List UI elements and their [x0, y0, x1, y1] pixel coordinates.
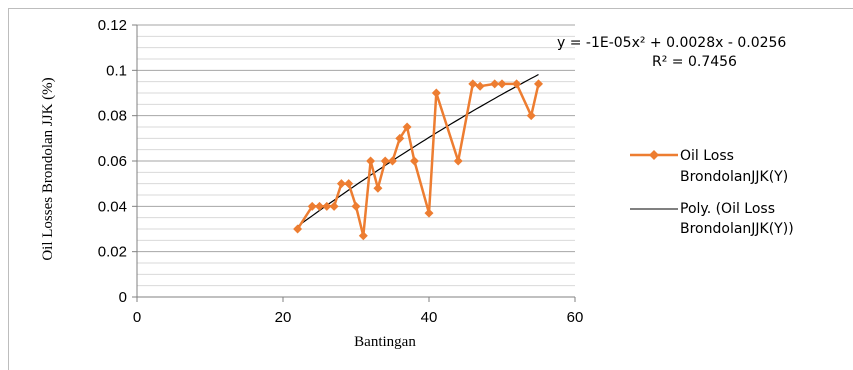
data-point-marker [358, 231, 368, 241]
y-tick-label: 0.06 [98, 153, 127, 170]
trendline-equation: y = -1E-05x² + 0.0028x - 0.0256 [557, 35, 786, 51]
data-point-marker [490, 79, 500, 89]
data-point-marker [512, 79, 522, 89]
data-point-marker [388, 156, 397, 166]
data-point-marker [453, 156, 463, 166]
legend-label-poly-line1: Poly. (Oil Loss [680, 201, 775, 217]
legend-label-poly-line2: BrondolanJJK(Y)) [680, 221, 794, 237]
x-tick-label: 40 [421, 309, 438, 326]
y-tick-label: 0.08 [98, 108, 127, 125]
chart-frame-left [8, 8, 9, 370]
legend: Oil Loss BrondolanJJK(Y) Poly. (Oil Loss… [630, 148, 794, 237]
data-point-marker [395, 133, 405, 143]
data-point-marker [336, 179, 346, 189]
data-point-marker [424, 208, 434, 218]
data-point-marker [366, 156, 376, 166]
y-tick-label: 0 [119, 289, 127, 306]
data-point-marker [344, 179, 354, 189]
chart-frame-top [8, 8, 853, 9]
data-point-marker [402, 122, 412, 132]
x-tick-label: 0 [133, 309, 141, 326]
data-point-marker [409, 156, 419, 166]
x-axis-title: Bantingan [354, 334, 416, 350]
legend-marker-oil-loss [649, 150, 659, 160]
legend-label-oil-loss-line1: Oil Loss [680, 148, 734, 164]
series-layer [293, 79, 543, 241]
data-point-marker [329, 201, 339, 211]
legend-label-oil-loss-line2: BrondolanJJK(Y) [680, 169, 788, 185]
x-tick-label: 60 [567, 309, 584, 326]
data-point-marker [431, 88, 441, 98]
x-tick-label: 20 [275, 309, 292, 326]
data-point-marker [526, 111, 536, 121]
y-tick-label: 0.1 [106, 62, 127, 79]
gridlines [137, 24, 575, 287]
y-tick-label: 0.02 [98, 244, 127, 261]
data-point-marker [468, 79, 478, 89]
data-point-marker [497, 79, 507, 89]
data-point-marker [315, 201, 324, 211]
data-point-marker [351, 201, 361, 211]
oil-loss-series-line [296, 82, 540, 238]
y-tick-label: 0.04 [98, 198, 127, 215]
y-tick-label: 0.12 [98, 17, 127, 34]
data-point-marker [373, 183, 383, 193]
data-point-marker [475, 81, 485, 91]
y-axis-title: Oil Losses Brondolan JJK (%) [40, 77, 56, 260]
data-point-marker [534, 79, 543, 89]
axes [132, 24, 576, 302]
data-point-marker [293, 224, 303, 234]
r-squared-label: R² = 0.7456 [652, 54, 737, 70]
data-point-marker [307, 201, 317, 211]
data-point-marker [322, 201, 332, 211]
data-point-marker [380, 156, 390, 166]
tick-labels: 0 0.02 0.04 0.06 0.08 0.1 0.12 0 20 40 60 [98, 17, 584, 326]
